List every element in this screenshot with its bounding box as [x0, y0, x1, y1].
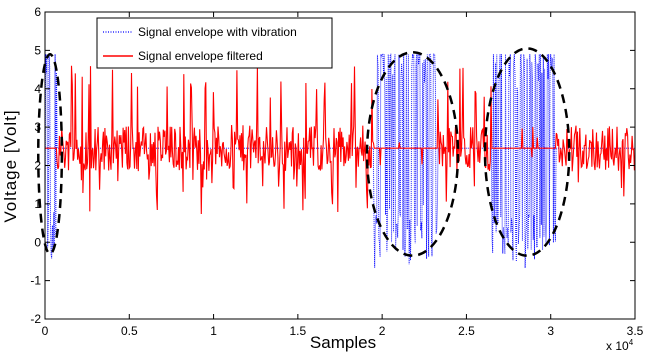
y-tick-label: 6 — [34, 5, 41, 19]
x-tick-label: 3 — [547, 324, 554, 338]
x-axis-multiplier: x 104 — [606, 338, 634, 353]
annotation-ellipse-1 — [37, 52, 64, 256]
series-line-vibration — [44, 53, 635, 268]
x-tick-label: 3.5 — [627, 324, 644, 338]
y-axis-title: Voltage [Volt] — [1, 109, 20, 222]
x-tick-label: 0 — [42, 324, 49, 338]
legend-label-filtered: Signal envelope filtered — [138, 49, 263, 63]
x-tick-label: 1.5 — [290, 324, 307, 338]
legend-box — [96, 17, 333, 69]
series-line-filtered — [45, 65, 635, 215]
y-tick-label: 2 — [34, 159, 41, 173]
annotation-ellipse-2 — [365, 51, 460, 257]
x-tick-label: 0.5 — [121, 324, 138, 338]
legend: Signal envelope with vibration Signal en… — [96, 17, 333, 69]
y-tick-label: 5 — [34, 43, 41, 57]
y-tick-label: 3 — [34, 120, 41, 134]
x-tick-label: 2.5 — [458, 324, 475, 338]
y-tick-label: 0 — [34, 235, 41, 249]
series-layer — [44, 53, 635, 268]
y-tick-label: 4 — [34, 82, 41, 96]
y-tick-label: 1 — [34, 197, 41, 211]
x-tick-label: 2 — [379, 324, 386, 338]
x-axis-multiplier-base: x 10 — [606, 339, 629, 353]
x-tick-label: 1 — [210, 324, 217, 338]
tick-layer: 0 0.5 1 1.5 2 2.5 3 3.5 -2 -1 0 1 2 3 4 5 6 — [30, 5, 643, 338]
y-tick-label: -1 — [30, 274, 41, 288]
x-axis-title: Samples — [310, 333, 376, 352]
x-axis-multiplier-exponent: 4 — [629, 338, 634, 347]
annotation-ellipse-3 — [483, 47, 571, 257]
y-tick-label: -2 — [30, 312, 41, 326]
annotation-layer — [37, 47, 571, 257]
legend-label-vibration: Signal envelope with vibration — [138, 25, 297, 39]
